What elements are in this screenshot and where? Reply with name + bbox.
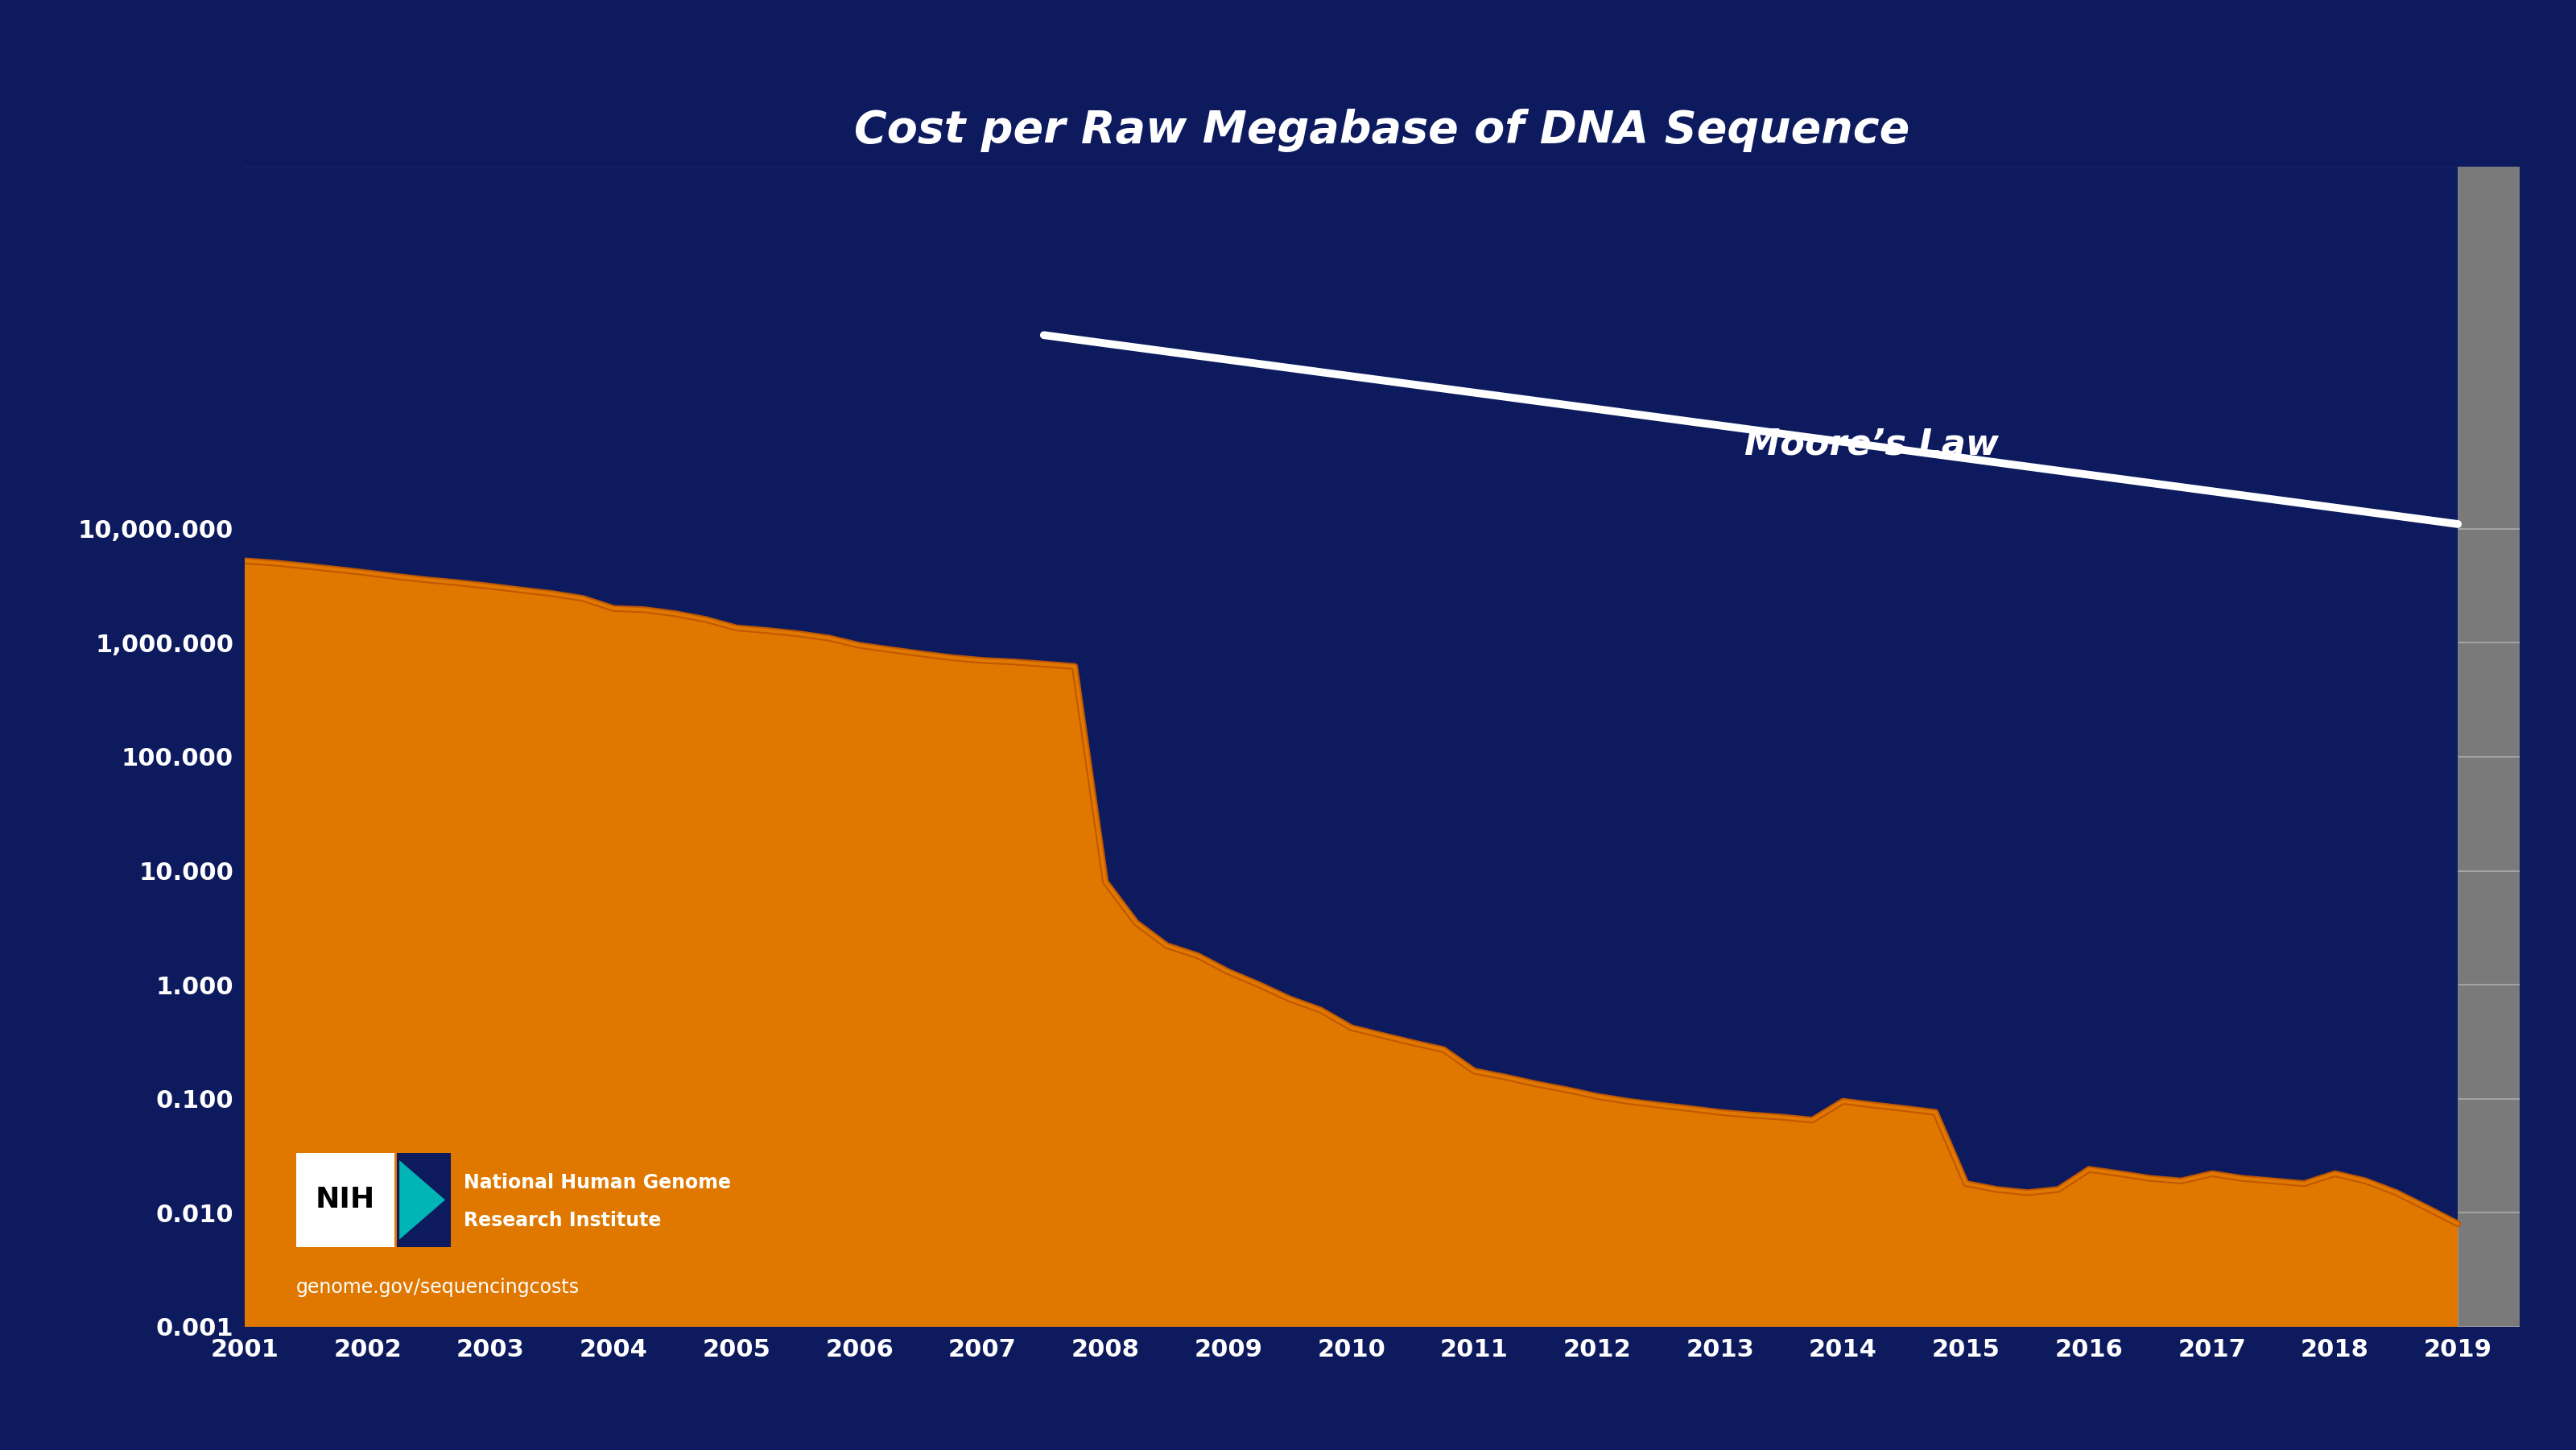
Text: Research Institute: Research Institute (464, 1211, 662, 1230)
Polygon shape (399, 1160, 446, 1240)
Text: genome.gov/sequencingcosts: genome.gov/sequencingcosts (296, 1277, 580, 1298)
Text: National Human Genome: National Human Genome (464, 1173, 732, 1192)
Title: Cost per Raw Megabase of DNA Sequence: Cost per Raw Megabase of DNA Sequence (855, 109, 1909, 152)
Text: NIH: NIH (314, 1186, 376, 1214)
Text: Moore’s Law: Moore’s Law (1744, 428, 1999, 461)
